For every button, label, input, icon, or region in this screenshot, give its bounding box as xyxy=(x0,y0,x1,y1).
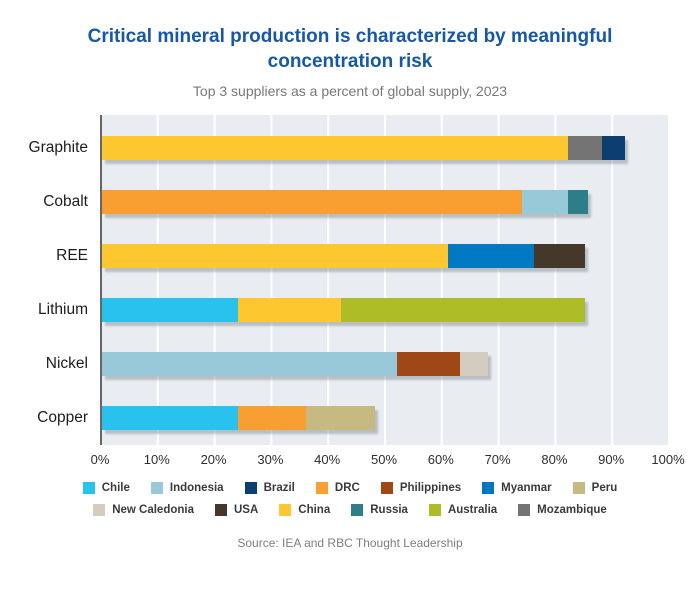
category-label-graphite: Graphite xyxy=(28,139,88,156)
x-tick-label-20: 20% xyxy=(200,452,227,467)
legend-item-myanmar: Myanmar xyxy=(482,482,552,494)
x-tick-label-0: 0% xyxy=(90,452,110,467)
legend-item-australia: Australia xyxy=(428,504,498,516)
bar-segment-china xyxy=(238,298,341,322)
legend-label: Indonesia xyxy=(169,482,224,494)
legend-label: Chile xyxy=(101,482,130,494)
stacked-bar-ree xyxy=(102,244,585,268)
stacked-bar-cobalt xyxy=(102,190,588,214)
legend-swatch-myanmar xyxy=(482,482,495,494)
bar-row-graphite xyxy=(102,121,668,175)
bar-segment-chile xyxy=(102,406,239,430)
legend-swatch-philippines xyxy=(380,482,393,494)
legend-row-1: Chile Indonesia Brazil DRC Philippines Myanma… xyxy=(82,482,618,494)
bar-segment-russia xyxy=(567,190,588,214)
category-label-copper: Copper xyxy=(37,409,88,426)
stacked-bar-chart: Graphite Cobalt REE Lithium Nickel Copper 0% 1… xyxy=(0,115,700,467)
legend-item-philippines: Philippines xyxy=(380,482,462,494)
bar-row-ree xyxy=(102,229,668,283)
bar-segment-china xyxy=(102,136,568,160)
legend-label: Russia xyxy=(370,504,408,516)
legend-item-china: China xyxy=(279,504,330,516)
bar-row-lithium xyxy=(102,283,668,337)
bar-segment-new-caledonia xyxy=(459,352,489,376)
x-tick-label-50: 50% xyxy=(370,452,398,467)
legend-label: DRC xyxy=(334,482,360,494)
legend-item-russia: Russia xyxy=(351,504,408,516)
legend-swatch-russia xyxy=(351,504,364,516)
x-axis: 0% 10% 20% 30% 40% 50% 60% 70% 80% 90% 100% xyxy=(91,445,685,467)
x-tick-label-100: 100% xyxy=(651,452,685,467)
category-label-ree: REE xyxy=(56,247,88,264)
legend: Chile Indonesia Brazil DRC Philippines Myanma… xyxy=(0,482,700,516)
legend-swatch-usa xyxy=(215,504,227,516)
legend-swatch-new-caledonia xyxy=(93,504,106,516)
legend-item-chile: Chile xyxy=(82,482,130,494)
bar-segment-australia xyxy=(340,298,585,322)
legend-swatch-australia xyxy=(428,504,441,516)
legend-label: USA xyxy=(234,504,259,516)
legend-row-2: New Caledonia USA China Russia Australia Moza… xyxy=(93,504,607,516)
legend-swatch-drc xyxy=(315,482,328,494)
stacked-bar-copper xyxy=(102,406,375,430)
category-label-nickel: Nickel xyxy=(45,355,88,372)
bar-row-cobalt xyxy=(102,175,668,229)
bar-segment-chile xyxy=(102,298,239,322)
bar-segment-usa xyxy=(533,244,585,268)
x-tick-label-30: 30% xyxy=(257,452,284,467)
bar-row-copper xyxy=(102,391,668,445)
legend-item-peru: Peru xyxy=(572,482,618,494)
legend-item-mozambique: Mozambique xyxy=(518,504,607,516)
page-title: Critical mineral production is character… xyxy=(87,26,613,72)
legend-item-drc: DRC xyxy=(315,482,360,494)
x-tick-label-70: 70% xyxy=(484,452,511,467)
legend-swatch-peru xyxy=(572,482,585,494)
x-tick-label-90: 90% xyxy=(598,452,625,467)
bar-segment-myanmar xyxy=(448,244,534,268)
category-label-cobalt: Cobalt xyxy=(43,193,88,210)
chart-subtitle: Top 3 suppliers as a percent of global s… xyxy=(192,83,508,99)
legend-label: Peru xyxy=(591,482,618,494)
legend-item-usa: USA xyxy=(215,504,258,516)
bar-segment-peru xyxy=(306,406,375,430)
bar-segment-philippines xyxy=(397,352,460,376)
bar-row-nickel xyxy=(102,337,668,391)
bar-segment-brazil xyxy=(601,136,625,160)
category-label-lithium: Lithium xyxy=(38,301,88,318)
category-axis: Graphite Cobalt REE Lithium Nickel Copper xyxy=(0,115,100,445)
legend-label: New Caledonia xyxy=(112,504,194,516)
source-note: Source: IEA and RBC Thought Leadership xyxy=(237,536,463,550)
bar-segment-indonesia xyxy=(102,352,398,376)
bar-segment-drc xyxy=(102,190,523,214)
stacked-bar-graphite xyxy=(102,136,625,160)
legend-label: Brazil xyxy=(263,482,295,494)
legend-label: Philippines xyxy=(399,482,462,494)
legend-label: China xyxy=(298,504,331,516)
legend-swatch-indonesia xyxy=(150,482,163,494)
bar-segment-indonesia xyxy=(522,190,568,214)
legend-swatch-mozambique xyxy=(518,504,531,516)
legend-item-indonesia: Indonesia xyxy=(150,482,224,494)
legend-item-new-caledonia: New Caledonia xyxy=(93,504,194,516)
legend-swatch-china xyxy=(279,504,292,516)
x-tick-label-60: 60% xyxy=(427,452,454,467)
legend-label: Mozambique xyxy=(537,504,607,516)
bar-segment-drc xyxy=(238,406,307,430)
chart-body: Graphite Cobalt REE Lithium Nickel Copper xyxy=(0,115,700,445)
stacked-bar-nickel xyxy=(102,352,489,376)
legend-label: Myanmar xyxy=(501,482,552,494)
bar-segment-mozambique xyxy=(567,136,602,160)
legend-item-brazil: Brazil xyxy=(244,482,295,494)
legend-swatch-brazil xyxy=(244,482,257,494)
x-tick-label-10: 10% xyxy=(143,452,170,467)
legend-label: Australia xyxy=(447,504,498,516)
plot-area xyxy=(100,115,668,445)
legend-swatch-chile xyxy=(82,482,95,494)
x-tick-label-80: 80% xyxy=(541,452,568,467)
bar-segment-china xyxy=(102,244,449,268)
stacked-bar-lithium xyxy=(102,298,585,322)
x-tick-label-40: 40% xyxy=(314,452,341,467)
